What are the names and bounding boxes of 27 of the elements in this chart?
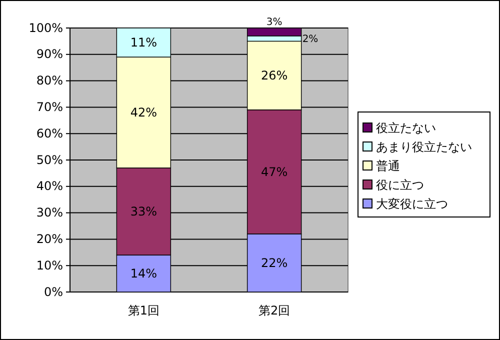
y-tick-label: 40%: [36, 179, 63, 194]
y-tick-label: 50%: [36, 152, 63, 167]
data-label: 33%: [130, 204, 158, 218]
y-tick-label: 100%: [28, 20, 63, 35]
data-label: 47%: [260, 164, 288, 179]
data-label: 22%: [260, 256, 288, 270]
y-tick-label: 80%: [36, 74, 63, 88]
y-tick-label: 30%: [36, 206, 63, 220]
legend-label: あまり役立たない: [376, 140, 472, 154]
legend-label: 普通: [376, 159, 400, 173]
y-tick-label: 10%: [36, 258, 63, 272]
x-tick-label: 第1回: [128, 304, 160, 318]
legend-label: 大変役に立つ: [376, 197, 448, 211]
data-label: 3%: [266, 17, 282, 28]
y-tick-label: 70%: [36, 100, 63, 114]
legend-label: 役立たない: [376, 121, 436, 135]
x-tick-label: 第2回: [258, 304, 290, 318]
y-tick-label: 0%: [44, 284, 63, 299]
y-tick-label: 20%: [36, 232, 63, 246]
data-label: 14%: [130, 266, 158, 281]
data-label: 42%: [130, 105, 158, 120]
data-label: 2%: [302, 34, 318, 46]
data-label: 26%: [260, 68, 288, 83]
y-tick-label: 60%: [36, 126, 63, 140]
data-label: 11%: [130, 36, 158, 50]
legend-label: 役に立つ: [376, 178, 424, 192]
y-tick-label: 90%: [36, 47, 63, 62]
